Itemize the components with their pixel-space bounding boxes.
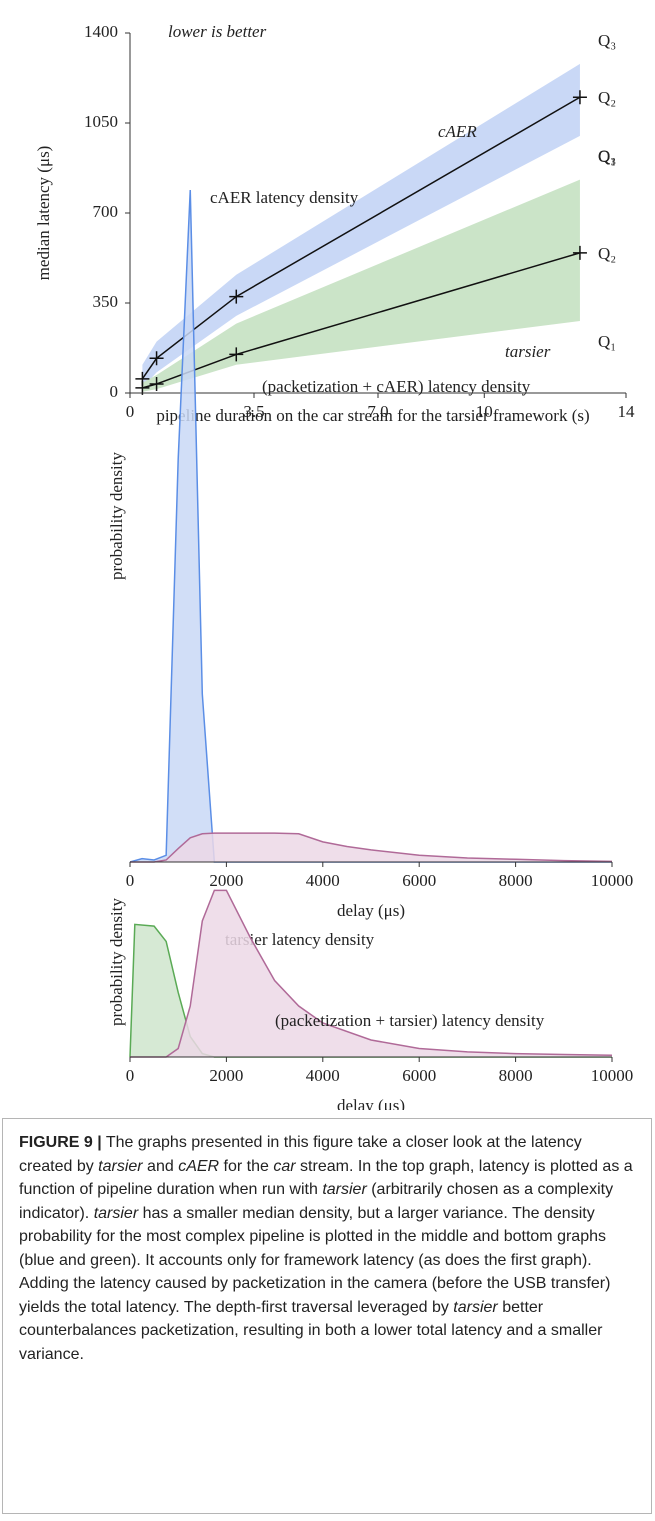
caption-text: has a smaller median density, but a larg… (19, 1204, 611, 1316)
y-tick-label: 350 (93, 292, 119, 311)
x-tick-label: 4000 (306, 871, 340, 890)
y-tick-label: 1400 (84, 22, 118, 41)
median-marker (149, 351, 164, 366)
x-axis-label: delay (μs) (337, 1096, 405, 1110)
x-tick-label: 7.0 (367, 402, 388, 421)
density-area (130, 833, 612, 862)
quartile-label: Q₂ (598, 244, 616, 263)
annotation: lower is better (168, 22, 267, 41)
y-tick-label: 700 (93, 202, 119, 221)
median-marker (229, 347, 244, 362)
x-tick-label: 8000 (499, 871, 533, 890)
caption-text: tarsier (322, 1181, 367, 1198)
median-marker (572, 90, 587, 105)
caption-text: better counterbalances packetization, re… (19, 1298, 603, 1363)
x-tick-label: 10000 (591, 871, 634, 890)
quartile-label: Q₂ (598, 88, 616, 107)
y-axis-label: probability density (107, 898, 126, 1026)
x-tick-label: 8000 (499, 1066, 533, 1085)
quartile-band (142, 63, 580, 388)
x-tick-label: 10 (476, 402, 493, 421)
caption-text: tarsier (93, 1204, 139, 1222)
density-area (130, 190, 612, 862)
median-line (141, 96, 581, 380)
y-axis-label: probability density (107, 452, 126, 580)
quartile-label: Q₁ (598, 147, 616, 166)
caption-text: tarsier (453, 1298, 498, 1316)
x-tick-label: 0 (126, 871, 135, 890)
quartile-label: Q₃ (598, 31, 616, 50)
series-label: tarsier latency density (225, 930, 375, 949)
density-area (130, 924, 612, 1057)
median-marker (572, 245, 587, 260)
x-tick-label: 6000 (402, 871, 436, 890)
y-axis-label: median latency (μs) (34, 146, 53, 281)
series-label: (packetization + tarsier) latency densit… (275, 1011, 545, 1030)
x-tick-label: 2000 (209, 871, 243, 890)
series-label: (packetization + cAER) latency density (262, 377, 531, 396)
quartile-band (142, 179, 580, 392)
caption-text: (arbitrarily chosen as a complexity indi… (19, 1181, 614, 1222)
median-line (142, 252, 581, 389)
series-label: tarsier (505, 342, 551, 361)
caption-text: cAER (178, 1157, 220, 1175)
caption-label: FIGURE 9 | (19, 1134, 102, 1151)
caption-text: tarsier (98, 1157, 143, 1175)
x-tick-label: 4000 (306, 1066, 340, 1085)
x-tick-label: 3.5 (243, 402, 264, 421)
density-line (130, 832, 613, 863)
x-tick-label: 0 (126, 1066, 135, 1085)
x-axis-label: pipeline duration on the car stream for … (156, 406, 589, 425)
y-tick-label: 0 (110, 382, 119, 401)
series-label: cAER (438, 122, 477, 141)
x-tick-label: 2000 (209, 1066, 243, 1085)
quartile-label: Q₁ (598, 332, 616, 351)
quartile-label: Q₃ (598, 146, 616, 165)
x-tick-label: 6000 (402, 1066, 436, 1085)
x-tick-label: 10000 (591, 1066, 634, 1085)
series-label: cAER latency density (210, 188, 359, 207)
y-tick-label: 1050 (84, 112, 118, 131)
caption-text: car (273, 1157, 296, 1175)
caption: FIGURE 9 | The graphs presented in this … (2, 1118, 652, 1514)
median-marker (229, 289, 244, 304)
caption-text: for the (219, 1157, 274, 1175)
caption-text: The graphs presented in this figure take… (19, 1134, 582, 1175)
caption-text: and (142, 1157, 179, 1175)
density-area (130, 890, 612, 1057)
x-tick-label: 14 (618, 402, 636, 421)
x-axis-label: delay (μs) (337, 901, 405, 920)
x-tick-label: 0 (126, 402, 135, 421)
caption-text: stream. In the top graph, latency is plo… (19, 1157, 633, 1199)
median-marker (149, 377, 164, 391)
